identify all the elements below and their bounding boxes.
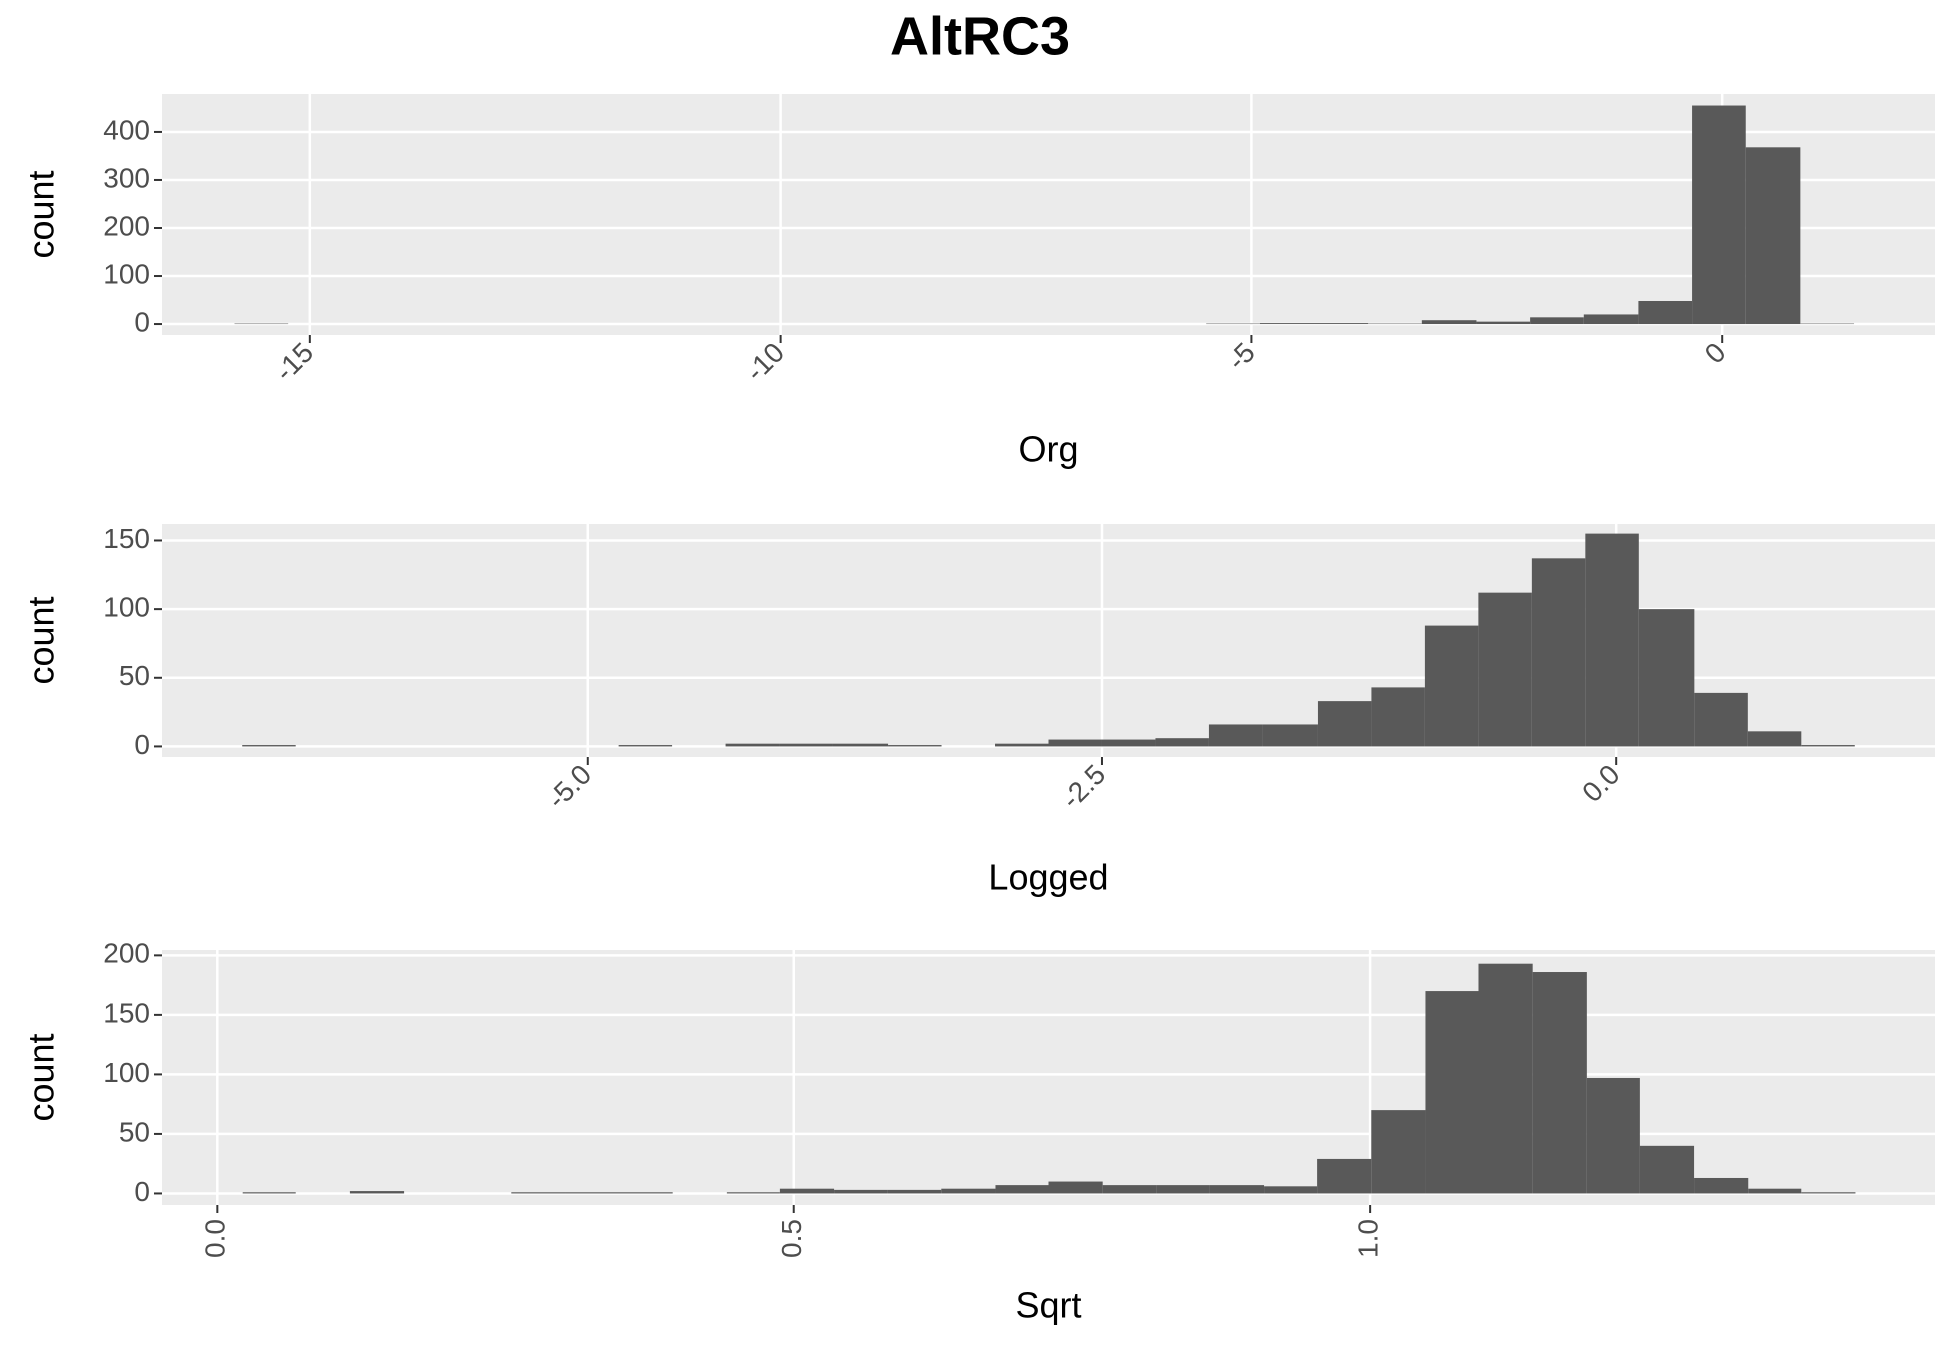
bar: [1048, 739, 1102, 747]
bar: [1748, 1188, 1802, 1194]
x-tick-label: 0.5: [776, 1219, 807, 1258]
y-tick-label: 100: [103, 592, 150, 623]
bar: [1317, 701, 1372, 747]
panel-background: [162, 94, 1935, 335]
bar: [995, 743, 1049, 747]
bar: [1156, 1185, 1210, 1194]
bar: [242, 1192, 296, 1194]
bar: [1583, 314, 1639, 325]
bar: [888, 745, 942, 747]
bar: [1155, 738, 1209, 747]
bar: [618, 1192, 673, 1194]
x-tick-label: -2.5: [1055, 759, 1111, 815]
bar: [1259, 323, 1315, 325]
y-tick-label: 300: [103, 162, 150, 193]
bar: [995, 1185, 1049, 1194]
bar: [1694, 692, 1748, 747]
chart-title: AltRC3: [890, 6, 1070, 66]
bar: [1262, 724, 1318, 747]
bar: [1586, 1077, 1640, 1194]
x-tick-label: 0.0: [200, 1219, 231, 1258]
x-tick-label: -5: [1221, 337, 1261, 377]
y-tick-label: 100: [103, 258, 150, 289]
bar: [1371, 687, 1425, 747]
x-tick-label: 1.0: [1353, 1219, 1384, 1258]
bar: [1745, 147, 1801, 325]
x-axis-title: Sqrt: [1015, 1285, 1081, 1326]
x-tick-label: 0.0: [1576, 759, 1625, 808]
y-tick-label: 0: [134, 306, 150, 337]
bar: [349, 1191, 405, 1194]
y-tick-label: 0: [134, 1176, 150, 1207]
bar: [1801, 745, 1855, 747]
x-tick-label: -15: [269, 337, 320, 388]
bar: [832, 743, 889, 747]
y-axis-title: count: [21, 596, 62, 684]
y-tick-label: 200: [103, 210, 150, 241]
bar: [834, 1189, 888, 1194]
bar: [1639, 1145, 1695, 1194]
bar: [511, 1192, 566, 1194]
bar: [1532, 972, 1587, 1194]
y-tick-label: 0: [134, 729, 150, 760]
x-axis-title: Org: [1018, 429, 1078, 470]
bar: [1638, 609, 1695, 747]
bar: [725, 743, 780, 747]
y-tick-label: 150: [103, 523, 150, 554]
bar: [1208, 724, 1263, 747]
bar: [1317, 1158, 1372, 1194]
y-tick-label: 400: [103, 114, 150, 145]
y-tick-label: 150: [103, 997, 150, 1028]
x-tick-label: -10: [740, 337, 791, 388]
bar: [1531, 558, 1586, 747]
bar: [618, 745, 673, 747]
bar: [1421, 320, 1477, 325]
bar: [565, 1192, 619, 1194]
bar: [941, 1188, 996, 1194]
bar: [1048, 1181, 1103, 1194]
bar: [1371, 1110, 1426, 1194]
bar: [726, 1192, 780, 1194]
bar: [1101, 739, 1156, 747]
bar: [1692, 105, 1746, 325]
y-tick-label: 50: [119, 1116, 150, 1147]
y-tick-label: 100: [103, 1057, 150, 1088]
bar: [1638, 300, 1693, 325]
bar: [1694, 1177, 1749, 1194]
bar: [1478, 592, 1532, 747]
bar: [242, 745, 296, 747]
bar: [1478, 963, 1533, 1194]
y-axis-title: count: [21, 170, 62, 258]
y-tick-label: 50: [119, 660, 150, 691]
y-axis-title: count: [21, 1033, 62, 1121]
bar: [1476, 321, 1531, 325]
bar: [1264, 1186, 1318, 1194]
bar: [1209, 1185, 1265, 1194]
bar: [1424, 625, 1479, 747]
bar: [1530, 317, 1584, 325]
bar: [1585, 533, 1639, 747]
y-tick-label: 200: [103, 938, 150, 969]
bar: [779, 1188, 835, 1194]
bar: [887, 1189, 942, 1194]
bar: [1801, 1192, 1856, 1194]
x-tick-label: -5.0: [541, 759, 597, 815]
x-tick-label: 0: [1699, 337, 1732, 370]
bar: [1425, 991, 1479, 1194]
bar: [1314, 323, 1369, 325]
x-axis-title: Logged: [988, 857, 1108, 898]
bar: [779, 743, 833, 747]
bar: [1747, 731, 1802, 747]
bar: [1102, 1185, 1157, 1194]
